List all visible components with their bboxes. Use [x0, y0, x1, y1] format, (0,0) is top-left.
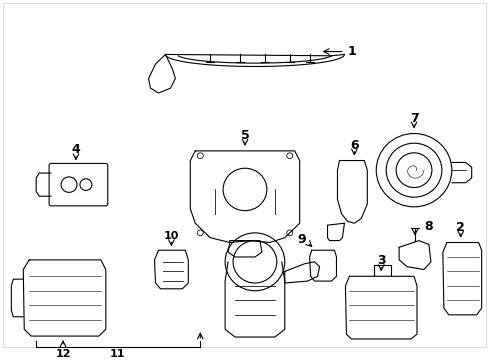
- Text: 12: 12: [55, 348, 71, 359]
- Text: 4: 4: [71, 143, 80, 157]
- Text: 1: 1: [346, 45, 355, 58]
- Text: 7: 7: [409, 112, 418, 125]
- Text: 3: 3: [376, 255, 385, 267]
- Text: 9: 9: [297, 233, 305, 246]
- Text: 10: 10: [163, 231, 179, 241]
- Text: 8: 8: [423, 220, 432, 233]
- Text: 2: 2: [455, 221, 464, 234]
- Text: 11: 11: [110, 348, 125, 359]
- Text: 6: 6: [349, 139, 358, 152]
- Text: 5: 5: [240, 129, 249, 142]
